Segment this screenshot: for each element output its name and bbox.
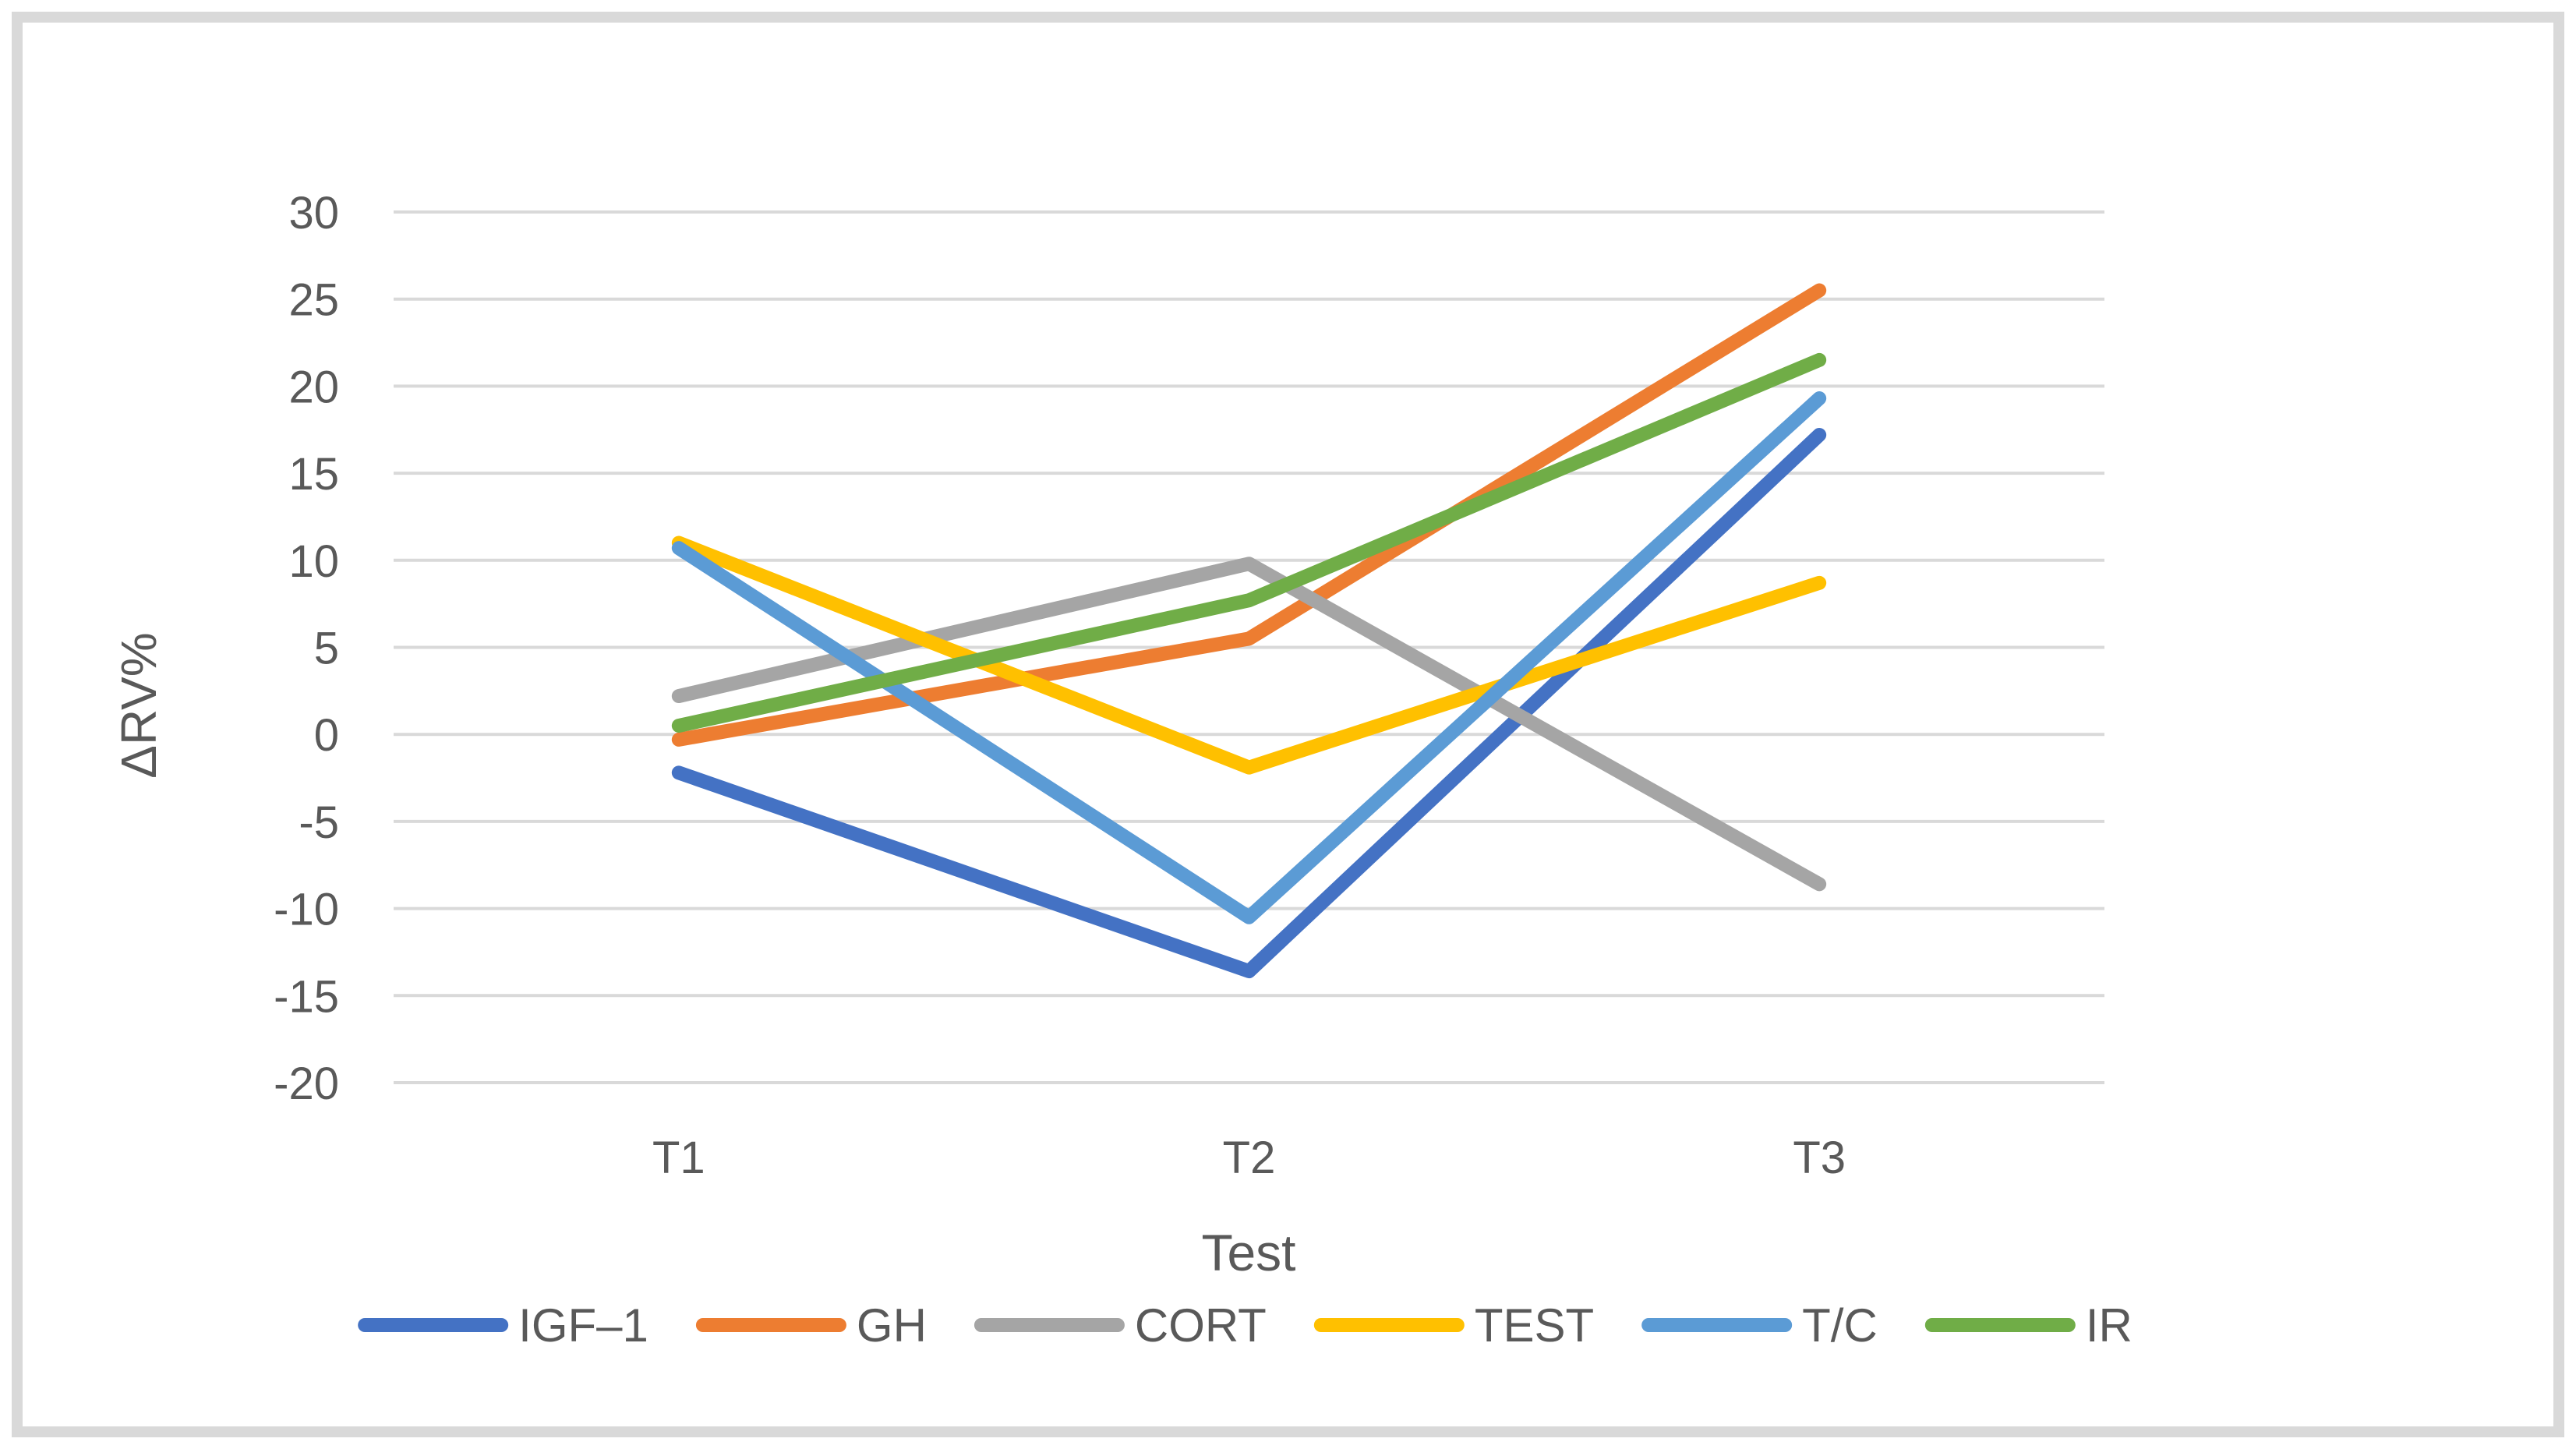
series-line-t-c (671, 391, 1827, 924)
chart-border (12, 12, 2564, 1437)
y-tick-label: -15 (274, 971, 339, 1022)
legend-label: CORT (1135, 1299, 1267, 1352)
legend-label: TEST (1475, 1299, 1594, 1352)
y-tick-label: 15 (288, 449, 339, 500)
y-tick-label: 30 (288, 188, 339, 239)
x-tick-label: T2 (1223, 1133, 1276, 1183)
legend-label: IGF–1 (518, 1299, 648, 1352)
series-line-igf-1 (671, 427, 1827, 979)
x-axis-label: Test (1201, 1224, 1295, 1281)
y-tick-label: 20 (288, 362, 339, 412)
series-lines (671, 283, 1827, 979)
series-line-ir (671, 352, 1827, 733)
y-axis-ticks: 30 25 20 15 10 5 0 -5 -10 -15 -20 (274, 188, 339, 1109)
y-tick-label: -20 (274, 1058, 339, 1109)
series-line-test (671, 535, 1827, 775)
legend: IGF–1 GH CORT TEST T/C IR (358, 1299, 2133, 1352)
legend-label: IR (2086, 1299, 2133, 1352)
x-tick-label: T1 (652, 1133, 705, 1183)
y-axis-label: ΔRV% (111, 632, 167, 778)
x-tick-label: T3 (1793, 1133, 1846, 1183)
series-line-gh (671, 283, 1827, 747)
y-tick-label: 0 (314, 710, 339, 761)
y-tick-label: -10 (274, 885, 339, 935)
y-tick-label: 5 (314, 624, 339, 674)
x-axis-ticks: T1 T2 T3 (652, 1133, 1846, 1183)
series-line-cort (671, 557, 1827, 892)
y-tick-label: 10 (288, 536, 339, 587)
y-tick-label: -5 (299, 797, 339, 848)
legend-label: GH (857, 1299, 927, 1352)
y-tick-label: 25 (288, 275, 339, 326)
legend-label: T/C (1802, 1299, 1878, 1352)
